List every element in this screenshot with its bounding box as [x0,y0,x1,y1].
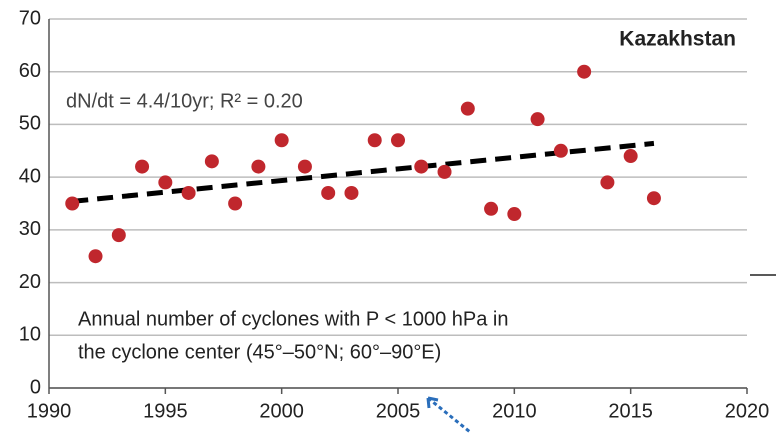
point [111,228,126,243]
point [437,164,452,179]
point [507,207,522,222]
annotation: Annual number of cyclones with P < 1000 … [78,308,508,330]
point [623,149,638,164]
y-tick-label: 70 [19,7,41,29]
x-tick-label: 2015 [608,400,653,422]
annotation: the cyclone center (45°–50°N; 60°–90°E) [78,341,441,363]
arrow-head [426,396,439,409]
point [646,191,661,206]
x-tick-label: 1995 [143,400,188,422]
point [321,185,336,200]
y-tick-label: 0 [30,376,41,398]
annotation: dN/dt = 4.4/10yr; R² = 0.20 [66,90,303,112]
point [204,154,219,169]
x-tick-label: 1990 [27,400,72,422]
arrow [427,396,471,434]
point [484,201,499,216]
point [88,249,103,264]
point [414,159,429,174]
point [460,101,475,116]
y-tick-label: 40 [19,165,41,187]
point [181,185,196,200]
x-tick-label: 2005 [376,400,421,422]
point [391,133,405,148]
chart-title: Kazakhstan [619,28,736,51]
point [553,143,568,158]
y-tick-label: 10 [19,324,41,346]
point [251,159,266,174]
y-tick-label: 20 [19,271,41,293]
y-tick-label: 60 [19,60,41,82]
y-tick-label: 30 [19,218,41,240]
point [600,175,615,190]
point [274,133,289,148]
point [297,159,312,174]
y-tick-label: 50 [19,113,41,135]
x-tick-label: 2020 [725,400,770,422]
x-tick-label: 2010 [492,400,537,422]
point [65,196,80,211]
point [577,64,592,79]
point [158,175,173,190]
point [367,133,382,148]
x-tick-label: 2000 [259,400,304,422]
point [135,159,150,174]
point [228,196,243,211]
point [344,185,359,200]
point [530,112,545,127]
